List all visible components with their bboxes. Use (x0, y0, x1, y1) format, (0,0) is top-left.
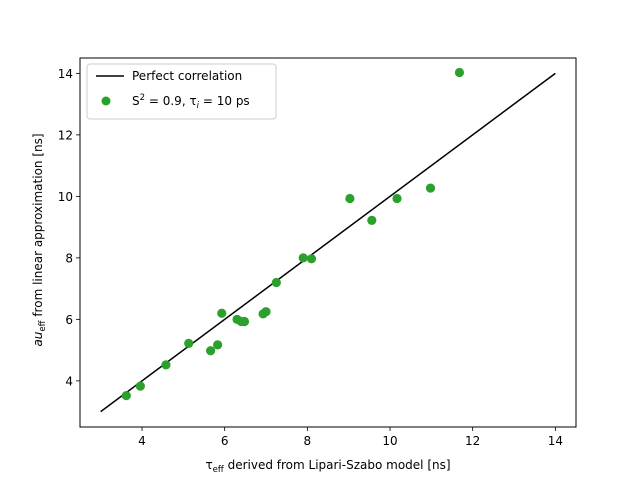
y-tick-label-4: 4 (65, 374, 73, 388)
y-axis-title-sub: eff (38, 319, 48, 331)
data-point-2 (135, 381, 145, 391)
y-tick-label-8: 8 (65, 251, 73, 265)
axes: 4 6 8 10 12 14 4 6 8 10 12 14 (58, 57, 577, 448)
legend-line-label: Perfect correlation (132, 69, 242, 83)
legend-scatter-swatch (101, 96, 111, 106)
data-point-7 (217, 308, 227, 318)
data-point-17 (367, 215, 377, 225)
x-tick-label-4: 4 (138, 434, 146, 448)
x-tick-label-14: 14 (548, 434, 563, 448)
data-point-5 (206, 346, 216, 356)
data-point-1 (121, 391, 131, 401)
legend-scatter-sup: 2 (140, 93, 145, 103)
x-axis-title-rest: derived from Lipari-Szabo model [ns] (224, 458, 451, 472)
data-point-10 (239, 316, 250, 327)
legend-scatter-end: = 10 ps (199, 94, 250, 108)
legend-frame (86, 63, 277, 120)
axes-frame (79, 57, 577, 428)
data-point-16 (345, 193, 355, 204)
legend-scatter-label: S2 = 0.9, τi = 10 ps (132, 93, 250, 111)
data-point-4 (184, 338, 194, 348)
x-axis-title: τeff derived from Lipari-Szabo model [ns… (205, 458, 450, 475)
x-tick-label-8: 8 (304, 434, 312, 448)
x-axis-title-sub: eff (213, 465, 225, 475)
legend-scatter-mid: = 0.9, τ (145, 94, 197, 108)
y-axis-title-rest: from linear approximation [ns] (31, 133, 45, 320)
data-point-20 (454, 67, 465, 78)
data-point-19 (425, 183, 436, 193)
data-point-18 (392, 193, 402, 204)
legend-scatter-main: S (132, 94, 140, 108)
legend: Perfect correlation S2 = 0.9, τi = 10 ps (86, 63, 277, 120)
x-tick-label-6: 6 (221, 434, 229, 448)
data-point-14 (298, 253, 308, 263)
y-tick-label-14: 14 (58, 67, 73, 81)
perfect-correlation-line (100, 72, 556, 413)
y-axis-title: aueff from linear approximation [ns] (31, 133, 48, 346)
plot-area (100, 67, 556, 413)
y-tick-label-12: 12 (58, 128, 73, 142)
x-tick-label-10: 10 (382, 434, 397, 448)
data-point-13 (271, 277, 281, 288)
data-point-12 (261, 307, 271, 317)
x-axis-title-main: τ (205, 458, 212, 472)
data-point-6 (213, 340, 223, 350)
y-axis-title-main: au (31, 331, 45, 346)
y-tick-label-6: 6 (65, 313, 73, 327)
data-point-3 (161, 360, 171, 370)
x-tick-label-12: 12 (465, 434, 480, 448)
y-tick-label-10: 10 (58, 190, 73, 204)
legend-scatter-sub: i (197, 101, 200, 111)
data-point-15 (306, 254, 317, 264)
